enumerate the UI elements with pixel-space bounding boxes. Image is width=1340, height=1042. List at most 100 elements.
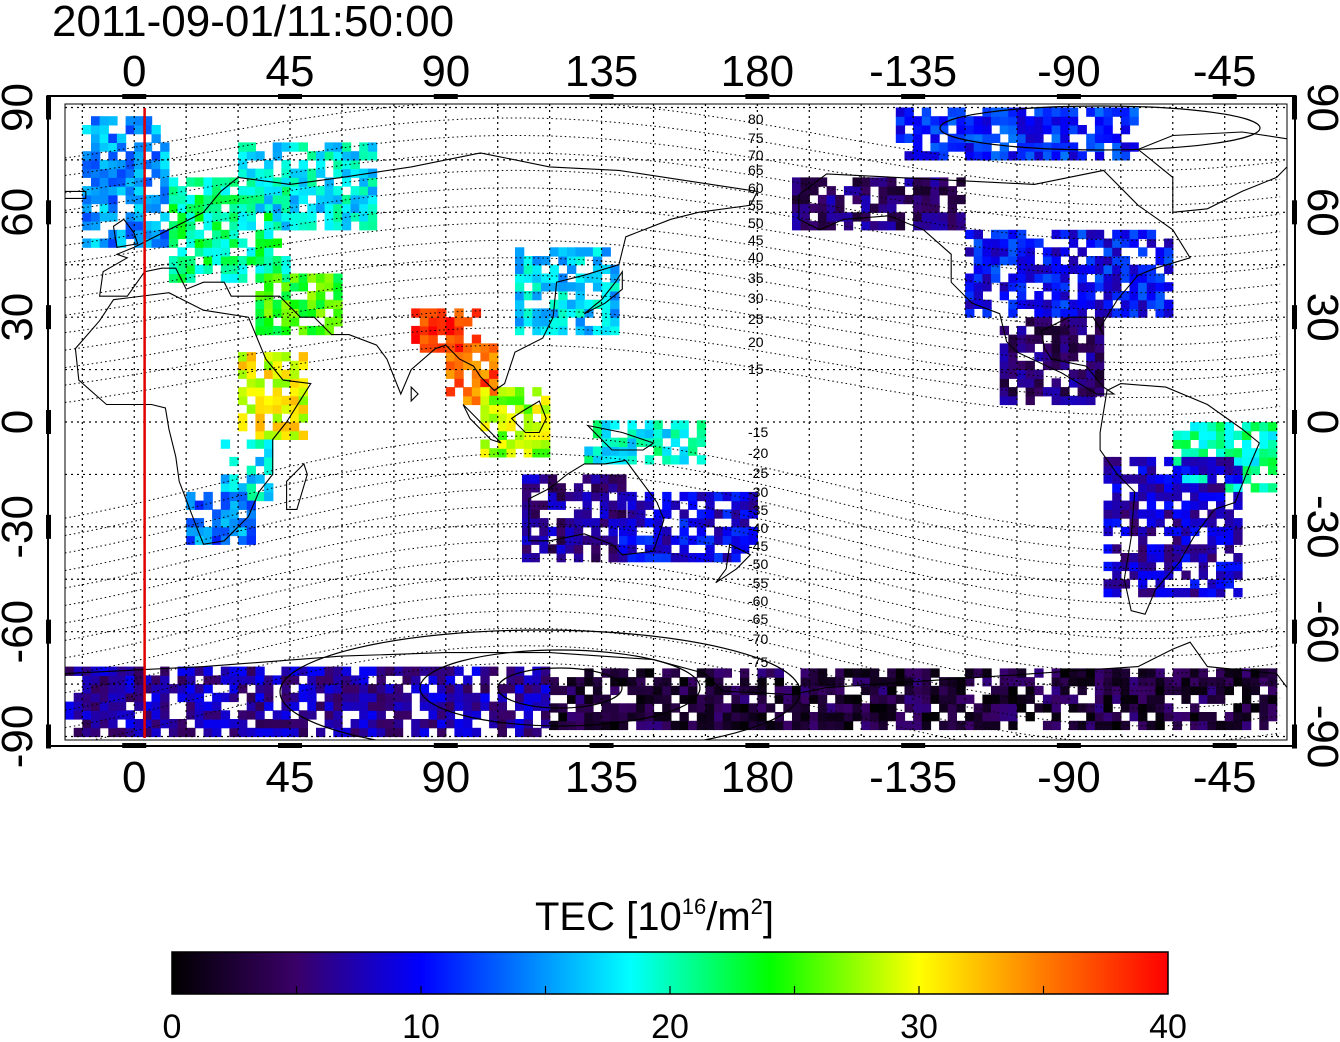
tec-cell: [1207, 430, 1217, 440]
tec-cell: [91, 168, 101, 178]
tec-cell: [1086, 133, 1096, 143]
tec-cell: [177, 666, 187, 676]
tec-cell: [1190, 500, 1200, 510]
colorbar-tick-label: 0: [163, 1008, 182, 1042]
tec-cell: [618, 526, 629, 537]
tec-cell: [878, 177, 888, 187]
tec-cell: [290, 675, 300, 685]
tec-cell: [843, 668, 854, 678]
tec-cell: [1181, 430, 1191, 440]
dip-latitude-curve: [65, 327, 1281, 398]
tec-cell: [264, 692, 274, 703]
tec-cell: [973, 282, 983, 292]
tec-cell: [895, 125, 906, 135]
tec-cell: [1146, 544, 1157, 554]
dip-latitude-curve: [65, 204, 1281, 276]
tec-cell: [333, 142, 343, 152]
tec-cell: [298, 413, 308, 423]
tec-cell: [1042, 247, 1053, 257]
tec-cell: [497, 719, 507, 729]
tec-cell: [1025, 116, 1035, 126]
tec-cell: [601, 703, 611, 713]
tec-cell: [1233, 526, 1243, 537]
tec-cell: [826, 703, 836, 713]
tec-cell: [160, 177, 170, 187]
tec-cell: [445, 334, 456, 344]
tec-cell: [982, 299, 992, 309]
tec-cell: [1250, 465, 1260, 475]
tec-cell: [1172, 430, 1183, 440]
tec-cell: [1051, 343, 1061, 353]
tec-cell: [1242, 474, 1252, 484]
tec-cell: [532, 430, 542, 440]
lat-tick-mark: [1292, 410, 1297, 434]
tec-cell: [255, 422, 265, 432]
tec-cell: [134, 168, 144, 178]
lat-tick-mark: [1292, 514, 1297, 539]
tec-cell: [584, 712, 594, 722]
tec-cell: [532, 422, 542, 432]
tec-cell: [783, 720, 793, 731]
tec-cell: [1207, 694, 1217, 704]
tec-cell: [558, 291, 568, 301]
tec-cell: [904, 694, 914, 704]
tec-cell: [982, 694, 992, 704]
tec-cell: [567, 694, 577, 704]
tec-cell: [532, 666, 542, 676]
tec-cell: [999, 694, 1009, 704]
tec-cell: [229, 273, 239, 283]
tec-cell: [887, 668, 897, 678]
tec-cell: [982, 133, 992, 143]
tec-cell: [1198, 422, 1208, 432]
tec-cell: [186, 491, 196, 502]
tec-cell: [1060, 668, 1070, 678]
tec-cell: [1138, 561, 1148, 572]
tec-cell: [281, 378, 291, 388]
tec-cell: [644, 544, 655, 554]
tec-cell: [125, 666, 135, 676]
tec-cell: [1077, 151, 1087, 161]
tec-cell: [255, 177, 265, 187]
tec-cell: [1068, 151, 1079, 161]
tec-cell: [618, 491, 629, 502]
tec-cell: [1207, 677, 1217, 687]
tec-cell: [740, 712, 750, 722]
tec-cell: [333, 719, 343, 729]
tec-cell: [1207, 456, 1217, 467]
tec-cell: [601, 455, 611, 465]
tec-cell: [573, 526, 584, 537]
tec-cell: [1068, 229, 1079, 240]
tec-cell: [1103, 561, 1113, 572]
tec-cell: [298, 221, 308, 231]
tec-cell: [1190, 544, 1200, 554]
tec-cell: [1120, 291, 1131, 301]
tec-cell: [1172, 535, 1183, 545]
tec-cell: [125, 221, 135, 231]
tec-cell: [887, 712, 897, 722]
tec-cell: [220, 264, 231, 274]
tec-cell: [826, 685, 836, 696]
tec-cell: [142, 727, 153, 738]
tec-cell: [186, 727, 196, 738]
tec-cell: [454, 692, 464, 703]
tec-cell: [160, 159, 170, 170]
tec-cell: [852, 194, 862, 205]
colorbar-label-end: ]: [763, 895, 774, 939]
tec-cell: [307, 692, 317, 703]
tec-cell: [740, 668, 750, 678]
tec-cell: [1129, 299, 1139, 309]
tec-cell: [601, 694, 611, 704]
lat-tick-mark: [46, 514, 51, 539]
tec-cell: [281, 422, 291, 432]
tec-cell: [445, 317, 456, 327]
tec-cell: [1216, 439, 1226, 449]
tec-cell: [324, 325, 334, 336]
tec-cell: [532, 439, 542, 449]
tec-cell: [324, 710, 334, 720]
tec-cell: [1146, 483, 1157, 493]
tec-cell: [757, 703, 767, 713]
tec-cell: [1042, 107, 1053, 117]
tec-cell: [1042, 116, 1053, 126]
tec-cell: [333, 710, 343, 720]
tec-cell: [220, 526, 231, 537]
